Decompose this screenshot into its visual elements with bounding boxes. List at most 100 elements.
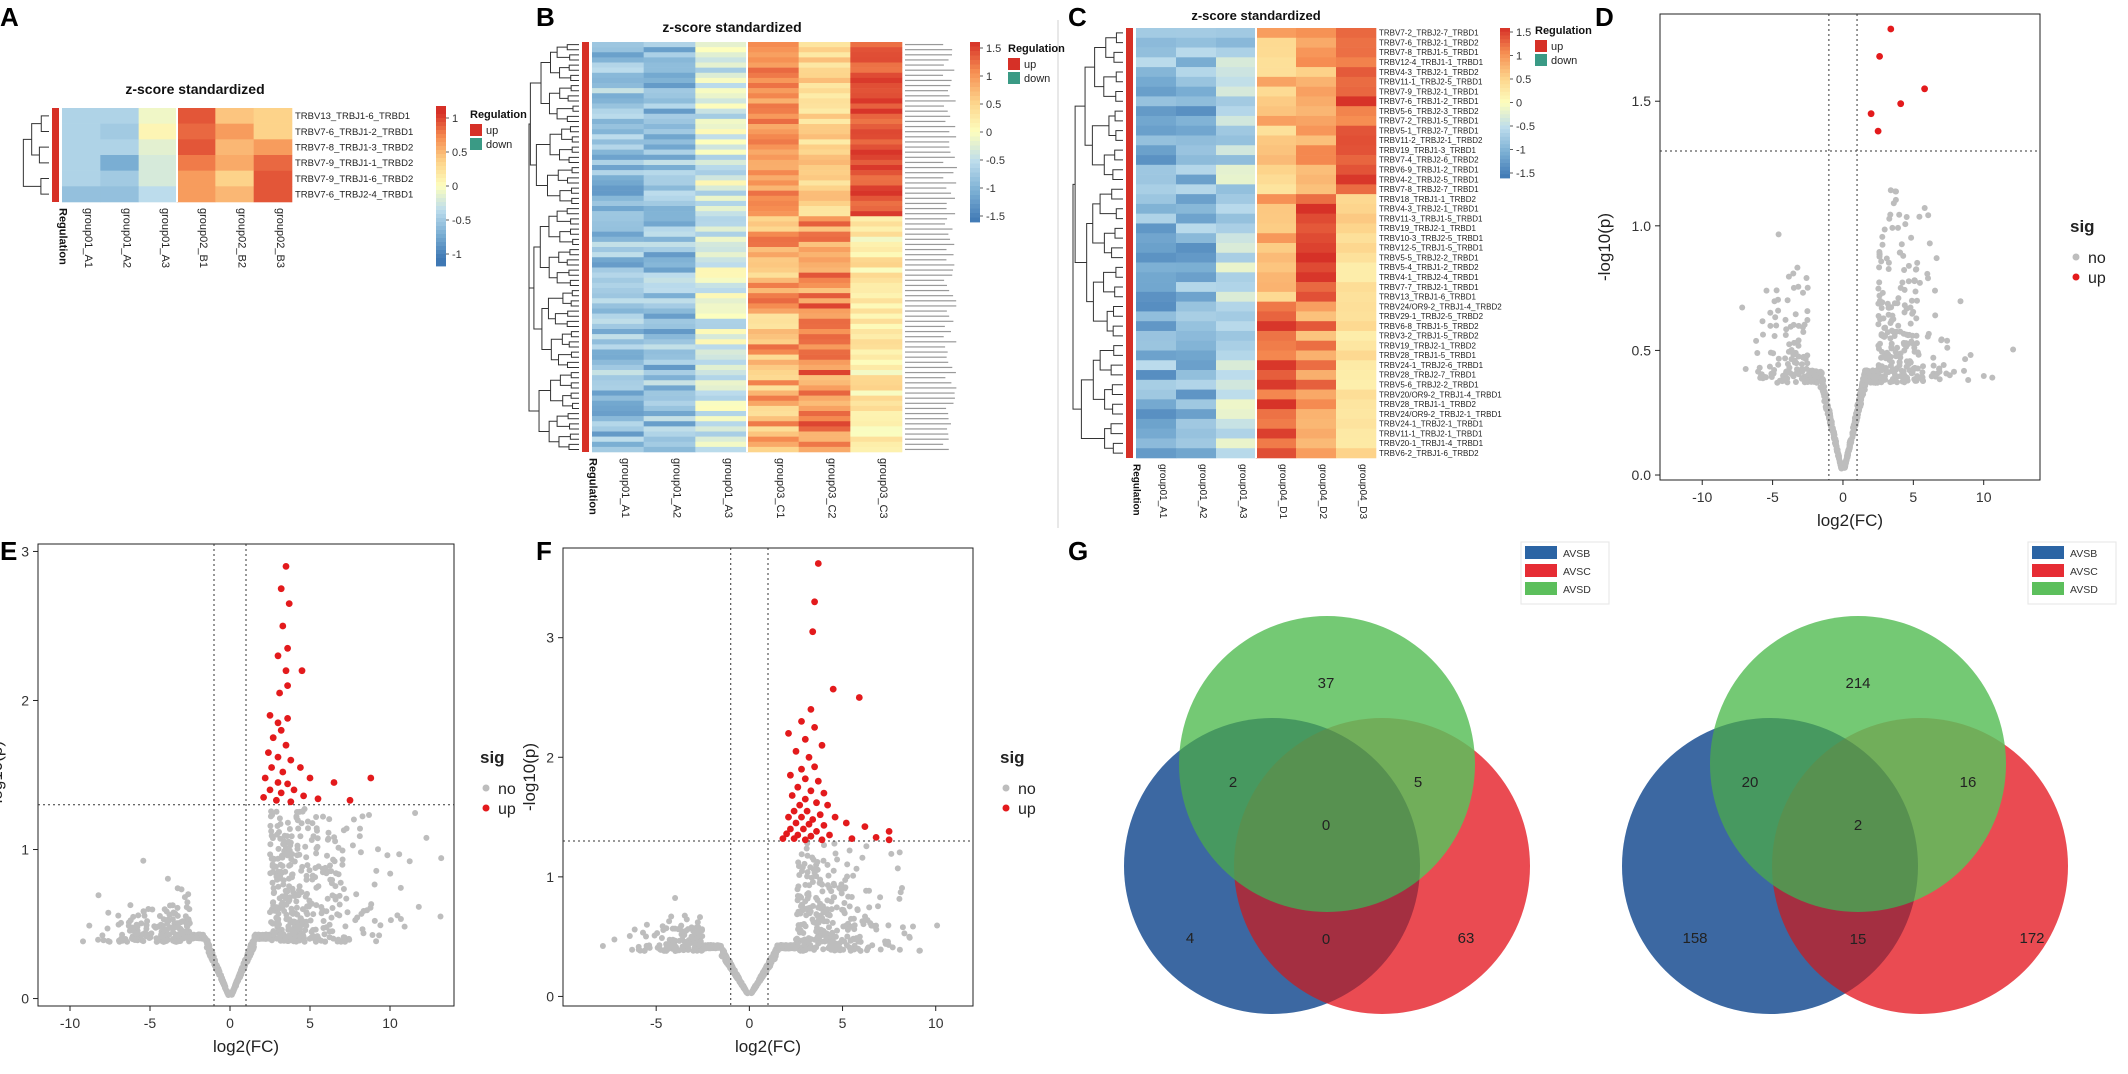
heatmap-cell bbox=[850, 288, 903, 294]
y-axis-label: -log10(p) bbox=[1595, 213, 1614, 281]
row-label-stub bbox=[905, 412, 949, 415]
heatmap-cell bbox=[1176, 438, 1217, 449]
point-no bbox=[1889, 224, 1896, 231]
point-no bbox=[1885, 351, 1892, 358]
heatmap-cell bbox=[592, 180, 644, 186]
heatmap-cell bbox=[1176, 28, 1217, 39]
point-no bbox=[302, 927, 309, 934]
row-label-stub bbox=[905, 95, 950, 97]
heatmap-cell bbox=[1256, 321, 1297, 332]
heatmap-cell bbox=[215, 170, 254, 187]
heatmap-cell bbox=[695, 77, 748, 84]
point-no bbox=[367, 904, 374, 911]
point-no bbox=[826, 885, 833, 892]
heatmap-cell bbox=[592, 247, 644, 253]
point-no bbox=[1916, 213, 1923, 220]
heatmap-cell bbox=[850, 57, 903, 63]
heatmap-cell bbox=[1336, 184, 1377, 195]
colorbar-segment bbox=[436, 262, 446, 267]
point-up bbox=[367, 774, 375, 782]
heatmap-cell bbox=[1136, 301, 1177, 312]
heatmap-cell bbox=[850, 277, 903, 284]
heatmap-cell bbox=[747, 344, 799, 350]
heatmap-cell bbox=[850, 426, 903, 432]
point-no bbox=[289, 936, 296, 943]
heatmap-cell bbox=[695, 385, 748, 391]
point-up bbox=[813, 828, 820, 835]
heatmap-cell bbox=[747, 170, 799, 176]
heatmap-cell bbox=[850, 375, 903, 381]
heatmap-cell bbox=[1216, 282, 1257, 293]
colorbar-segment bbox=[436, 146, 446, 151]
column-label: group03_C3 bbox=[877, 458, 889, 519]
point-no bbox=[1885, 266, 1892, 272]
point-no bbox=[1824, 396, 1831, 403]
point-up bbox=[277, 585, 285, 593]
point-no bbox=[794, 935, 800, 942]
x-tick-label: -5 bbox=[650, 1015, 663, 1031]
heatmap-cell bbox=[798, 446, 851, 453]
point-no bbox=[291, 858, 298, 865]
heatmap-cell bbox=[695, 62, 748, 68]
point-no bbox=[1914, 297, 1920, 304]
heatmap-cell bbox=[695, 200, 748, 207]
point-no bbox=[800, 947, 807, 954]
point-no bbox=[910, 923, 916, 930]
heatmap-cell bbox=[747, 118, 799, 125]
point-no bbox=[1879, 299, 1886, 306]
heatmap-cell bbox=[643, 267, 696, 273]
heatmap-cell bbox=[1336, 233, 1377, 244]
y-tick-label: 3 bbox=[21, 543, 29, 559]
point-no bbox=[344, 909, 351, 916]
heatmap-cell bbox=[592, 380, 644, 386]
point-no bbox=[1786, 341, 1793, 348]
row-label-stub bbox=[905, 279, 945, 281]
heatmap-cell bbox=[850, 241, 903, 248]
point-no bbox=[124, 938, 131, 945]
heatmap-cell bbox=[747, 436, 799, 443]
heatmap-cell bbox=[850, 334, 903, 340]
point-no bbox=[666, 936, 673, 943]
point-no bbox=[1943, 370, 1950, 377]
legend-marker-no bbox=[1002, 784, 1010, 792]
point-no bbox=[1932, 287, 1938, 294]
heatmap-cell bbox=[1336, 379, 1377, 390]
x-tick-label: 5 bbox=[1909, 489, 1917, 505]
point-up bbox=[287, 798, 295, 806]
heatmap-cell bbox=[1136, 106, 1177, 117]
colorbar-segment bbox=[1500, 159, 1510, 164]
point-no bbox=[375, 846, 381, 853]
colorbar-tick-label: -0.5 bbox=[986, 155, 1005, 167]
colorbar-segment bbox=[970, 195, 980, 200]
point-no bbox=[1774, 379, 1781, 386]
venn-region-count: 16 bbox=[1960, 774, 1977, 791]
heatmap-cell bbox=[592, 277, 644, 284]
legend-marker-up bbox=[482, 804, 490, 812]
point-no bbox=[1925, 212, 1932, 219]
heatmap-cell bbox=[1176, 311, 1217, 322]
point-no bbox=[163, 926, 170, 933]
heatmap-cell bbox=[695, 431, 748, 437]
point-up bbox=[274, 652, 282, 660]
heatmap-cell bbox=[643, 380, 696, 386]
heatmap-cell bbox=[253, 155, 293, 171]
point-up bbox=[813, 799, 820, 807]
point-no bbox=[1903, 343, 1910, 350]
point-no bbox=[318, 910, 325, 917]
row-label: TRBV24/OR9-2_TRBJ2-1_TRBD1 bbox=[1379, 410, 1502, 419]
point-no bbox=[314, 827, 320, 834]
point-no bbox=[1916, 279, 1923, 286]
point-no bbox=[1895, 224, 1901, 231]
heatmap-cell bbox=[253, 123, 293, 140]
point-no bbox=[1887, 335, 1894, 342]
point-no bbox=[106, 938, 113, 945]
point-up bbox=[783, 830, 790, 838]
point-no bbox=[313, 845, 320, 852]
heatmap-cell bbox=[1336, 282, 1377, 293]
point-no bbox=[291, 918, 298, 925]
heatmap-cell bbox=[1136, 86, 1177, 97]
heatmap-cell bbox=[850, 195, 903, 202]
row-label-stub bbox=[905, 295, 954, 297]
point-no bbox=[1886, 215, 1893, 222]
heatmap-cell bbox=[1336, 76, 1377, 87]
